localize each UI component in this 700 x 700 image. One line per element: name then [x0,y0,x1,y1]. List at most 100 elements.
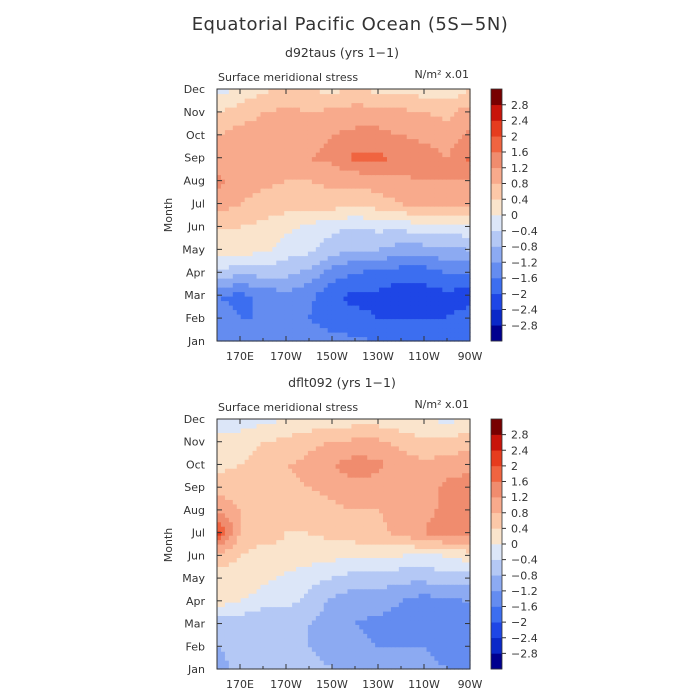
heatmap-cell [418,89,424,95]
heatmap-cell [327,296,333,302]
heatmap-cell [307,255,313,261]
heatmap-cell [367,174,372,180]
heatmap-cell [339,278,345,284]
heatmap-cell [315,619,321,625]
heatmap-cell [371,269,376,275]
heatmap-cell [359,624,364,630]
heatmap-cell [311,161,317,167]
heatmap-cell [319,233,325,239]
heatmap-cell [371,192,376,198]
heatmap-cell [351,107,356,113]
heatmap-cell [335,606,341,612]
heatmap-cell [454,233,459,239]
heatmap-cell [319,593,325,599]
heatmap-cell [296,628,301,634]
heatmap-cell [228,642,234,648]
heatmap-cell [363,237,368,243]
heatmap-cell [311,107,317,113]
heatmap-cell [359,201,364,207]
heatmap-cell [466,125,471,131]
heatmap-cell [331,646,337,652]
heatmap-cell [414,318,420,324]
heatmap-cell [284,165,289,171]
heatmap-cell [220,642,226,648]
heatmap-cell [256,336,262,342]
heatmap-cell [272,138,277,144]
heatmap-cell [311,237,317,243]
heatmap-cell [315,102,321,108]
heatmap-cell [355,116,360,122]
heatmap-cell [394,664,400,670]
heatmap-cell [228,660,234,666]
heatmap-cell [359,188,364,194]
heatmap-cell [351,260,356,266]
heatmap-cell [383,134,388,140]
heatmap-cell [355,201,360,207]
heatmap-cell [414,147,420,153]
heatmap-cell [260,242,266,248]
heatmap-cell [347,664,352,670]
heatmap-cell [426,129,432,135]
heatmap-cell [363,107,368,113]
heatmap-cell [217,233,222,239]
heatmap-cell [228,314,234,320]
heatmap-cell [248,174,254,180]
heatmap-cell [406,593,412,599]
heatmap-cell [244,89,250,95]
heatmap-cell [335,183,341,189]
heatmap-cell [466,183,471,189]
heatmap-cell [268,89,273,95]
heatmap-cell [244,165,250,171]
heatmap-cell [224,161,230,167]
heatmap-cell [426,637,432,643]
heatmap-cell [307,584,313,590]
heatmap-cell [339,102,345,108]
heatmap-cell [434,664,439,670]
x-tick-label: 130W [362,350,394,363]
heatmap-cell [394,147,400,153]
heatmap-cell [446,156,451,162]
heatmap-cell [280,637,285,643]
heatmap-cell [315,215,321,221]
heatmap-cell [442,107,447,113]
heatmap-cell [446,269,451,275]
heatmap-cell [458,188,463,194]
heatmap-cell [319,134,325,140]
heatmap-cell [351,314,356,320]
heatmap-cell [339,188,345,194]
heatmap-cell [386,291,392,297]
heatmap-cell [284,610,289,617]
heatmap-cell [379,619,384,625]
heatmap-cell [236,615,242,621]
heatmap-cell [434,628,439,634]
heatmap-cell [450,93,455,99]
heatmap-cell [331,309,337,315]
heatmap-cell [303,260,309,266]
heatmap-cell [466,651,471,657]
heatmap-cell [371,89,376,95]
heatmap-cell [347,111,352,117]
heatmap-cell [414,579,420,585]
heatmap-cell [414,300,420,306]
heatmap-cell [268,664,273,670]
heatmap-cell [355,228,360,234]
heatmap-cell [410,179,416,185]
heatmap-cell [315,296,321,302]
heatmap-cell [307,323,313,329]
heatmap-cell [371,660,376,666]
heatmap-cell [355,233,360,239]
heatmap-cell [272,628,277,634]
heatmap-cell [458,606,463,612]
heatmap-cell [331,584,337,590]
colorbar-swatch [491,183,502,200]
heatmap-cell [232,264,238,270]
heatmap-cell [414,93,420,99]
heatmap-cell [252,116,258,122]
heatmap-cell [406,116,412,122]
heatmap-cell [458,237,463,243]
heatmap-cell [394,116,400,122]
heatmap-cell [220,584,226,590]
heatmap-cell [331,314,337,320]
heatmap-cell [375,255,380,261]
heatmap-cell [414,224,420,230]
